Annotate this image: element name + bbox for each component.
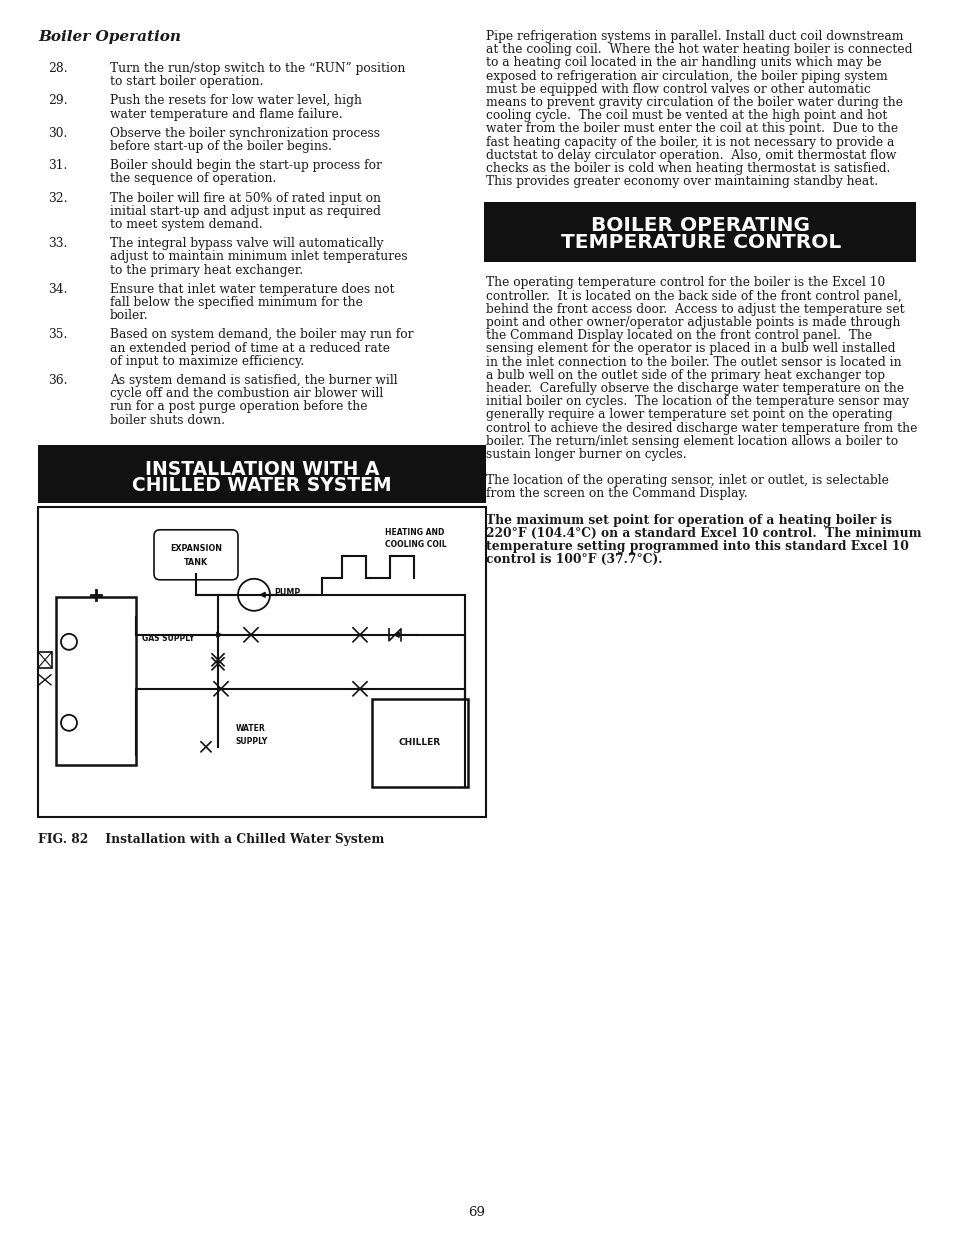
Text: The operating temperature control for the boiler is the Excel 10: The operating temperature control for th… <box>485 277 884 289</box>
Text: 69: 69 <box>468 1207 485 1219</box>
Text: HEATING AND: HEATING AND <box>385 529 444 537</box>
Text: The maximum set point for operation of a heating boiler is: The maximum set point for operation of a… <box>485 514 891 526</box>
Text: initial boiler on cycles.  The location of the temperature sensor may: initial boiler on cycles. The location o… <box>485 395 908 409</box>
Text: must be equipped with flow control valves or other automatic: must be equipped with flow control valve… <box>485 83 870 96</box>
Text: 28.: 28. <box>48 62 68 75</box>
Text: means to prevent gravity circulation of the boiler water during the: means to prevent gravity circulation of … <box>485 96 902 109</box>
Text: COOLING COIL: COOLING COIL <box>385 540 446 550</box>
Text: Ensure that inlet water temperature does not: Ensure that inlet water temperature does… <box>110 283 395 296</box>
Text: header.  Carefully observe the discharge water temperature on the: header. Carefully observe the discharge … <box>485 382 903 395</box>
Text: 35.: 35. <box>48 329 68 341</box>
Text: controller.  It is located on the back side of the front control panel,: controller. It is located on the back si… <box>485 289 901 303</box>
Text: Push the resets for low water level, high: Push the resets for low water level, hig… <box>110 94 361 107</box>
Text: an extended period of time at a reduced rate: an extended period of time at a reduced … <box>110 342 390 354</box>
Text: cycle off and the combustion air blower will: cycle off and the combustion air blower … <box>110 388 383 400</box>
Text: ductstat to delay circulator operation.  Also, omit thermostat flow: ductstat to delay circulator operation. … <box>485 148 896 162</box>
Text: generally require a lower temperature set point on the operating: generally require a lower temperature se… <box>485 409 892 421</box>
Text: cooling cycle.  The coil must be vented at the high point and hot: cooling cycle. The coil must be vented a… <box>485 109 886 122</box>
Text: 31.: 31. <box>48 159 68 172</box>
Bar <box>56 597 136 764</box>
Text: control is 100°F (37.7°C).: control is 100°F (37.7°C). <box>485 553 661 566</box>
Text: the sequence of operation.: the sequence of operation. <box>110 173 276 185</box>
Text: 36.: 36. <box>48 374 68 387</box>
Text: Based on system demand, the boiler may run for: Based on system demand, the boiler may r… <box>110 329 413 341</box>
Text: EXPANSION: EXPANSION <box>170 545 222 553</box>
Text: 33.: 33. <box>48 237 68 251</box>
Text: to start boiler operation.: to start boiler operation. <box>110 75 263 88</box>
Text: Turn the run/stop switch to the “RUN” position: Turn the run/stop switch to the “RUN” po… <box>110 62 405 75</box>
Text: Boiler should begin the start-up process for: Boiler should begin the start-up process… <box>110 159 381 172</box>
Bar <box>483 203 915 262</box>
Text: fast heating capacity of the boiler, it is not necessary to provide a: fast heating capacity of the boiler, it … <box>485 136 894 148</box>
Text: SUPPLY: SUPPLY <box>235 737 268 746</box>
Text: before start-up of the boiler begins.: before start-up of the boiler begins. <box>110 140 332 153</box>
Text: PUMP: PUMP <box>274 588 300 598</box>
Text: behind the front access door.  Access to adjust the temperature set: behind the front access door. Access to … <box>485 303 903 316</box>
Text: fall below the specified minimum for the: fall below the specified minimum for the <box>110 296 362 309</box>
Text: adjust to maintain minimum inlet temperatures: adjust to maintain minimum inlet tempera… <box>110 251 407 263</box>
Text: Boiler Operation: Boiler Operation <box>38 30 181 44</box>
Text: initial start-up and adjust input as required: initial start-up and adjust input as req… <box>110 205 380 217</box>
Bar <box>38 445 485 503</box>
Text: TANK: TANK <box>184 558 208 567</box>
Text: temperature setting programmed into this standard Excel 10: temperature setting programmed into this… <box>485 540 908 553</box>
Text: at the cooling coil.  Where the hot water heating boiler is connected: at the cooling coil. Where the hot water… <box>485 43 911 57</box>
Text: exposed to refrigeration air circulation, the boiler piping system: exposed to refrigeration air circulation… <box>485 69 887 83</box>
Text: boiler shuts down.: boiler shuts down. <box>110 414 225 426</box>
Bar <box>38 652 52 668</box>
Text: Observe the boiler synchronization process: Observe the boiler synchronization proce… <box>110 127 379 140</box>
Text: CHILLED WATER SYSTEM: CHILLED WATER SYSTEM <box>132 477 392 495</box>
Text: of input to maximize efficiency.: of input to maximize efficiency. <box>110 354 304 368</box>
Text: water temperature and flame failure.: water temperature and flame failure. <box>110 107 342 121</box>
Bar <box>38 506 485 816</box>
Text: control to achieve the desired discharge water temperature from the: control to achieve the desired discharge… <box>485 421 917 435</box>
Text: This provides greater economy over maintaining standby heat.: This provides greater economy over maint… <box>485 175 877 188</box>
Text: WATER: WATER <box>235 724 266 734</box>
Text: BOILER OPERATING: BOILER OPERATING <box>591 216 810 235</box>
Text: a bulb well on the outlet side of the primary heat exchanger top: a bulb well on the outlet side of the pr… <box>485 369 884 382</box>
Text: water from the boiler must enter the coil at this point.  Due to the: water from the boiler must enter the coi… <box>485 122 897 136</box>
Text: GAS SUPPLY: GAS SUPPLY <box>142 635 194 643</box>
Text: The boiler will fire at 50% of rated input on: The boiler will fire at 50% of rated inp… <box>110 191 380 205</box>
Text: the Command Display located on the front control panel.  The: the Command Display located on the front… <box>485 330 871 342</box>
Text: point and other owner/operator adjustable points is made through: point and other owner/operator adjustabl… <box>485 316 900 329</box>
FancyBboxPatch shape <box>153 530 237 579</box>
Text: Pipe refrigeration systems in parallel. Install duct coil downstream: Pipe refrigeration systems in parallel. … <box>485 30 902 43</box>
Text: boiler. The return/inlet sensing element location allows a boiler to: boiler. The return/inlet sensing element… <box>485 435 897 448</box>
Text: TEMPERATURE CONTROL: TEMPERATURE CONTROL <box>560 233 841 252</box>
Text: 32.: 32. <box>48 191 68 205</box>
Text: sensing element for the operator is placed in a bulb well installed: sensing element for the operator is plac… <box>485 342 895 356</box>
Text: The location of the operating sensor, inlet or outlet, is selectable: The location of the operating sensor, in… <box>485 474 888 487</box>
Text: As system demand is satisfied, the burner will: As system demand is satisfied, the burne… <box>110 374 397 387</box>
Text: INSTALLATION WITH A: INSTALLATION WITH A <box>145 461 378 479</box>
Text: from the screen on the Command Display.: from the screen on the Command Display. <box>485 488 747 500</box>
Text: FIG. 82    Installation with a Chilled Water System: FIG. 82 Installation with a Chilled Wate… <box>38 832 384 846</box>
Text: 29.: 29. <box>48 94 68 107</box>
Text: The integral bypass valve will automatically: The integral bypass valve will automatic… <box>110 237 383 251</box>
Text: to a heating coil located in the air handling units which may be: to a heating coil located in the air han… <box>485 57 881 69</box>
Text: 30.: 30. <box>48 127 68 140</box>
Text: to meet system demand.: to meet system demand. <box>110 219 262 231</box>
Text: 34.: 34. <box>48 283 68 296</box>
Text: run for a post purge operation before the: run for a post purge operation before th… <box>110 400 367 414</box>
Text: to the primary heat exchanger.: to the primary heat exchanger. <box>110 263 303 277</box>
Text: checks as the boiler is cold when heating thermostat is satisfied.: checks as the boiler is cold when heatin… <box>485 162 889 175</box>
Text: in the inlet connection to the boiler. The outlet sensor is located in: in the inlet connection to the boiler. T… <box>485 356 901 368</box>
Text: boiler.: boiler. <box>110 309 149 322</box>
Text: sustain longer burner on cycles.: sustain longer burner on cycles. <box>485 448 686 461</box>
Text: CHILLER: CHILLER <box>398 739 440 747</box>
Bar <box>372 699 468 787</box>
Text: 220°F (104.4°C) on a standard Excel 10 control.  The minimum: 220°F (104.4°C) on a standard Excel 10 c… <box>485 527 921 540</box>
